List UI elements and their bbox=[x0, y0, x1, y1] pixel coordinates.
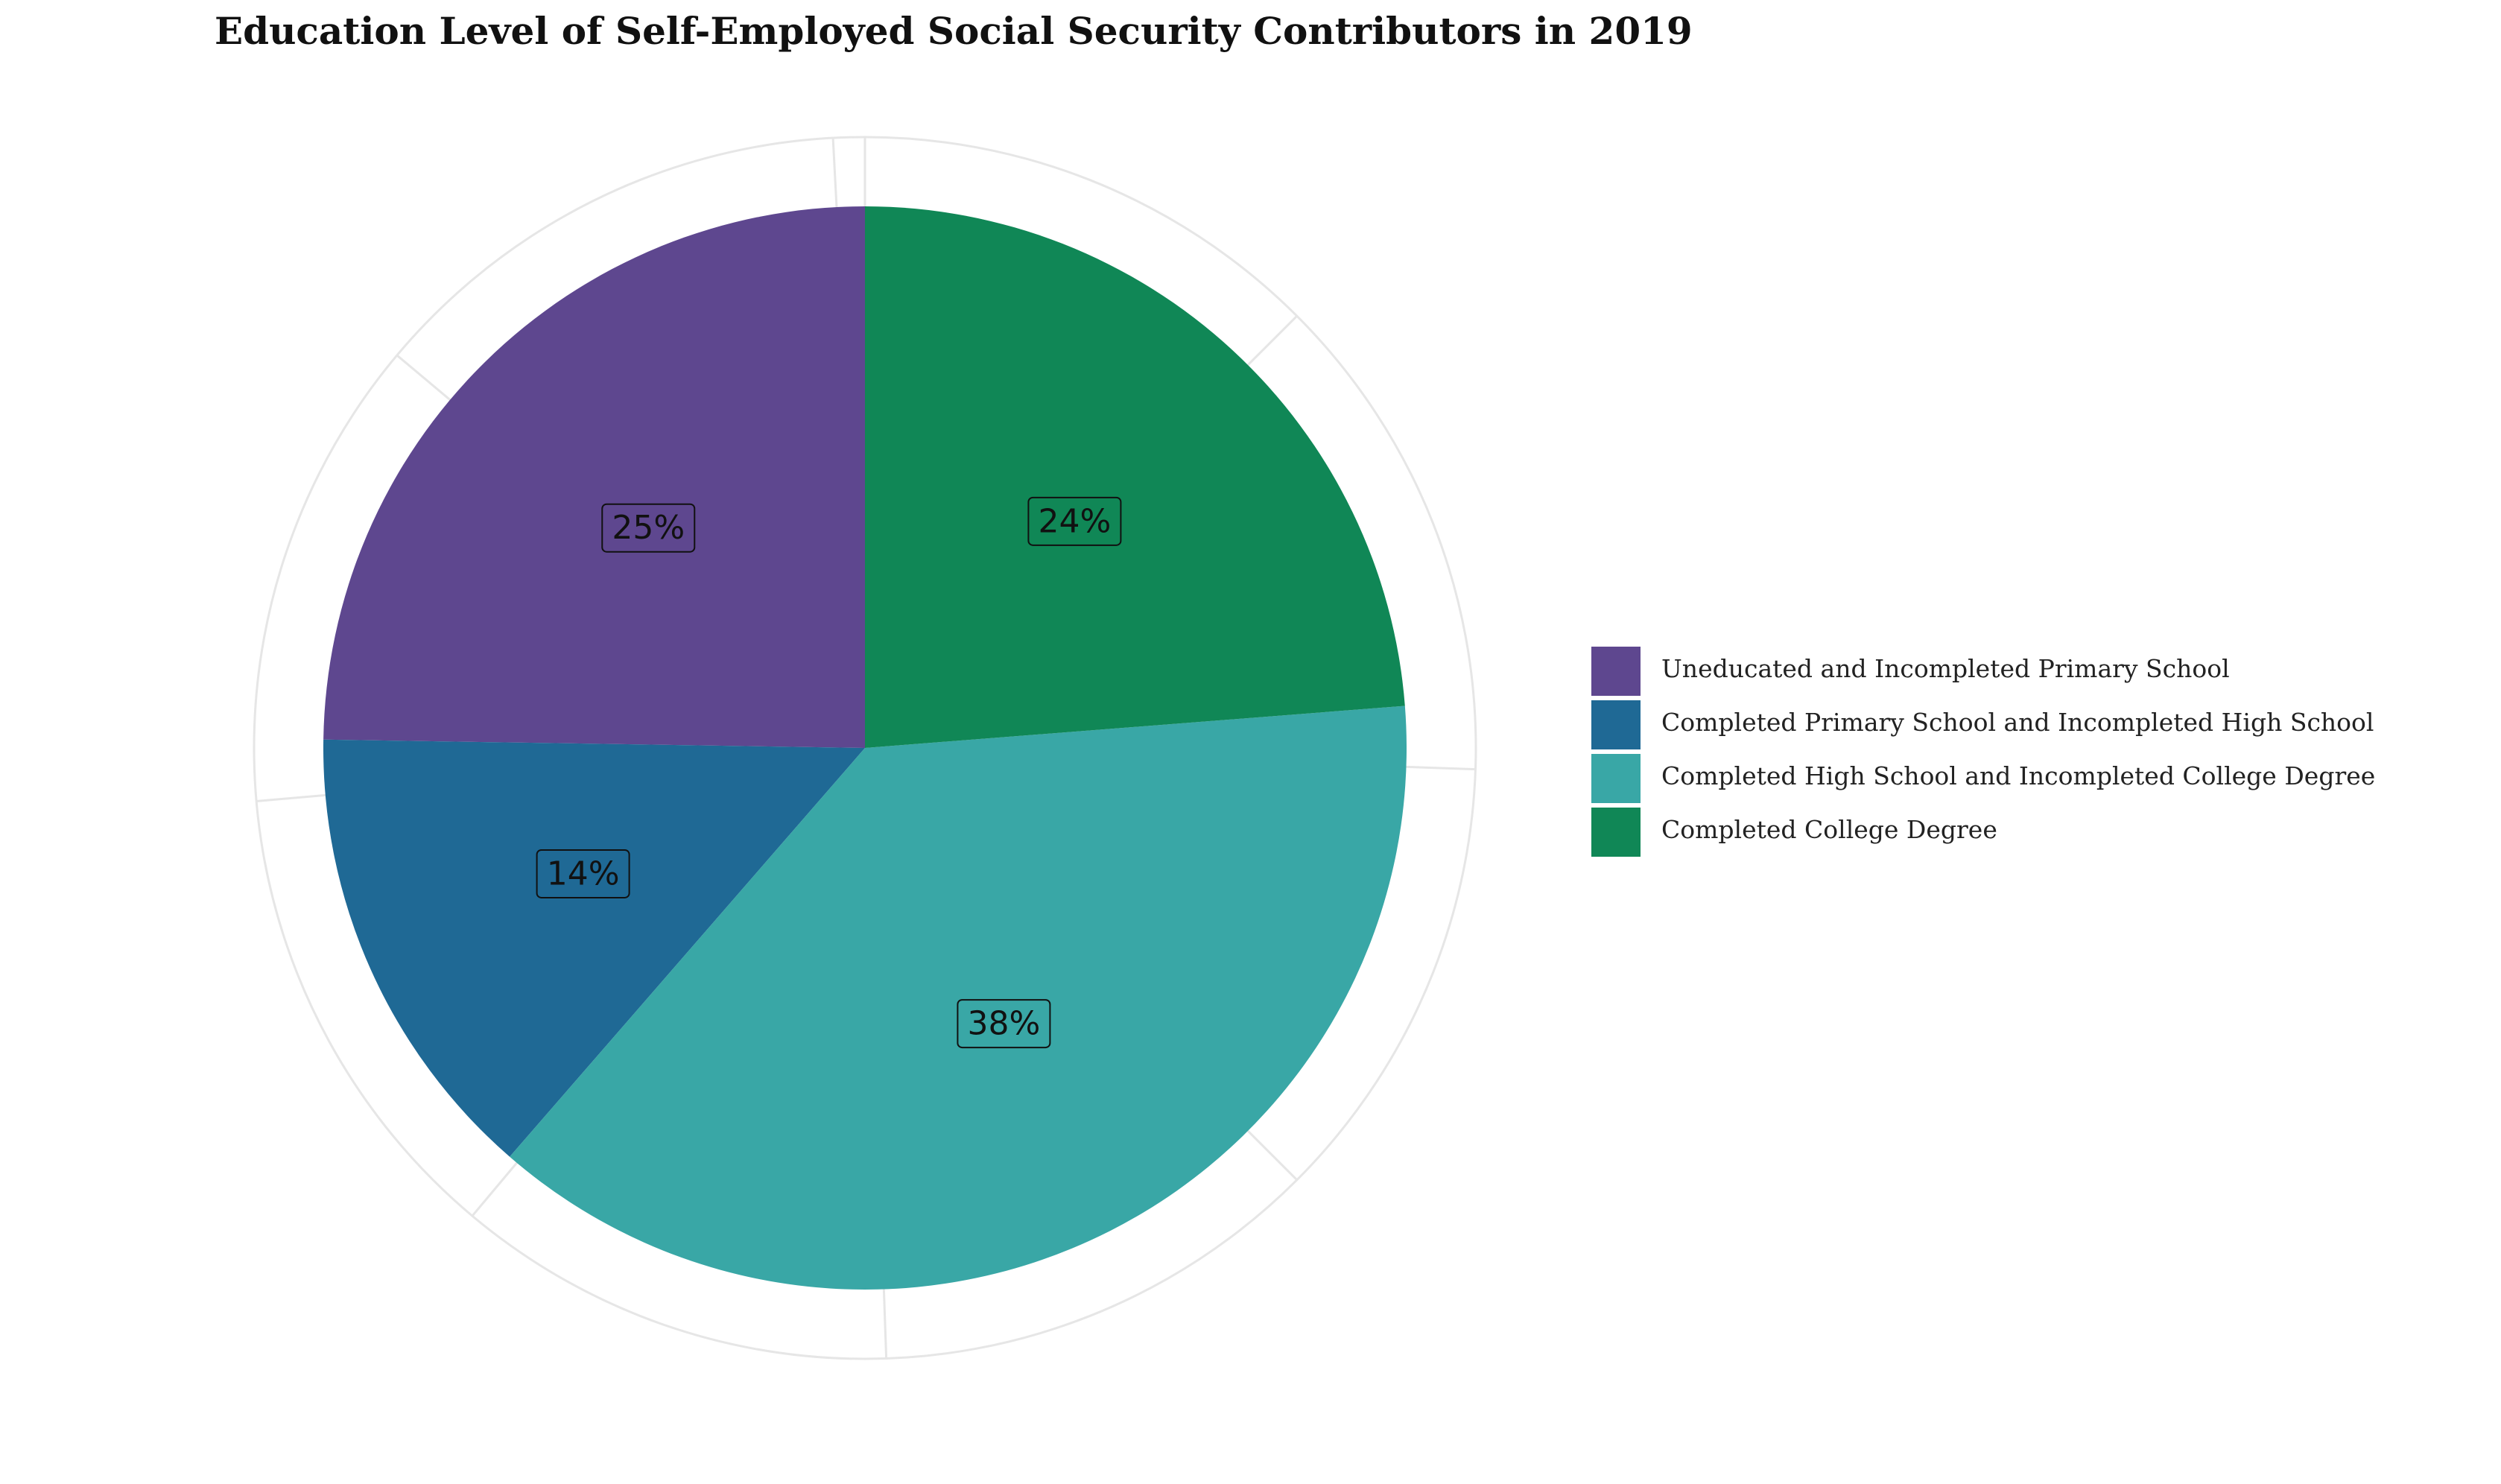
slice-labels: 25% 14% 38% 24% bbox=[536, 496, 1122, 1049]
legend-item: Completed High School and Incompleted Co… bbox=[1591, 754, 2485, 808]
pie-slice bbox=[323, 739, 865, 1157]
slice-label: 14% bbox=[536, 849, 630, 898]
legend-item: Completed Primary School and Incompleted… bbox=[1591, 700, 2485, 754]
pie-slices bbox=[323, 206, 1407, 1290]
grid-spoke bbox=[1239, 315, 1298, 374]
legend-label: Completed Primary School and Incompleted… bbox=[1661, 708, 2374, 737]
slice-label-text: 14% bbox=[547, 854, 620, 892]
polar-grid bbox=[253, 136, 1477, 1360]
legend-item: Completed College Degree bbox=[1591, 808, 2485, 861]
slice-label-box bbox=[1027, 496, 1122, 546]
chart-title: Education Level of Self-Employed Social … bbox=[215, 9, 1693, 53]
legend-swatch bbox=[1591, 700, 1641, 749]
slice-label-box bbox=[601, 503, 696, 553]
slice-label-text: 38% bbox=[968, 1005, 1041, 1043]
grid-spoke bbox=[256, 793, 337, 802]
slice-label-box bbox=[957, 999, 1051, 1049]
grid-spoke bbox=[1395, 765, 1476, 771]
legend-label: Completed High School and Incompleted Co… bbox=[1661, 761, 2376, 790]
slice-label-text: 25% bbox=[612, 509, 685, 547]
grid-spoke bbox=[882, 1278, 888, 1359]
legend-label: Uneducated and Incompleted Primary Schoo… bbox=[1661, 654, 2230, 683]
grid-spoke bbox=[471, 1153, 525, 1217]
legend-swatch bbox=[1591, 754, 1641, 803]
slice-label: 38% bbox=[957, 999, 1051, 1049]
pie-slice bbox=[323, 206, 866, 748]
grid-spoke bbox=[396, 354, 460, 408]
slice-label: 24% bbox=[1027, 496, 1122, 546]
legend-label: Completed College Degree bbox=[1661, 815, 1997, 844]
slice-label-box bbox=[536, 849, 630, 898]
slice-label-text: 24% bbox=[1039, 502, 1112, 540]
legend-swatch bbox=[1591, 647, 1641, 696]
pie-slice bbox=[510, 705, 1407, 1290]
pie-slice bbox=[865, 206, 1405, 748]
grid-spoke bbox=[1239, 1122, 1298, 1181]
legend-swatch bbox=[1591, 808, 1641, 857]
legend-item: Uneducated and Incompleted Primary Schoo… bbox=[1591, 647, 2485, 700]
grid-spoke bbox=[831, 138, 839, 218]
slice-label: 25% bbox=[601, 503, 696, 553]
